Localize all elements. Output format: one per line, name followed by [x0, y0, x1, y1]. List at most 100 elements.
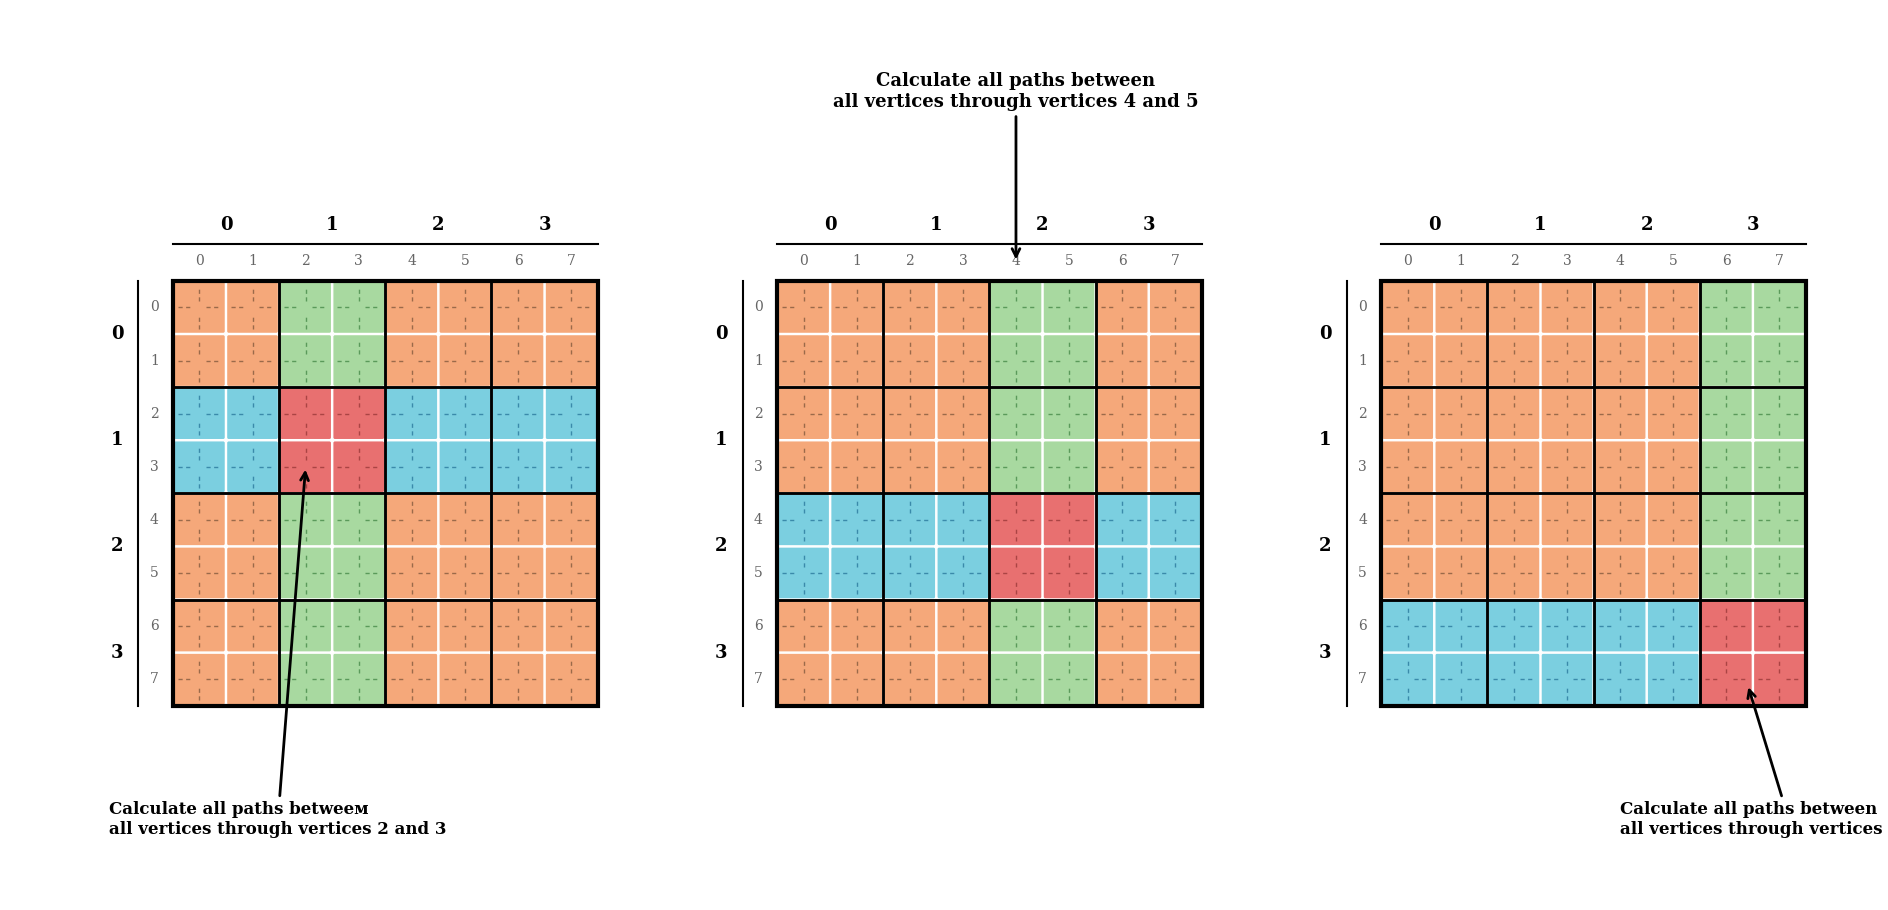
FancyBboxPatch shape [546, 440, 597, 493]
FancyBboxPatch shape [1593, 494, 1646, 546]
FancyBboxPatch shape [1541, 388, 1593, 440]
Bar [491, 387, 598, 493]
Text: 0: 0 [219, 217, 232, 234]
FancyBboxPatch shape [778, 281, 829, 333]
Text: 2: 2 [1320, 538, 1331, 555]
Bar [1382, 281, 1807, 705]
Text: 5: 5 [1357, 566, 1367, 580]
FancyBboxPatch shape [1150, 653, 1201, 705]
FancyBboxPatch shape [936, 281, 989, 333]
Text: 4: 4 [1012, 254, 1020, 268]
FancyBboxPatch shape [174, 494, 225, 546]
FancyBboxPatch shape [1593, 440, 1646, 493]
Text: 7: 7 [1171, 254, 1180, 268]
FancyBboxPatch shape [1593, 281, 1646, 333]
Bar [174, 600, 279, 705]
FancyBboxPatch shape [279, 440, 332, 493]
Text: 5: 5 [1065, 254, 1074, 268]
FancyBboxPatch shape [279, 388, 332, 440]
FancyBboxPatch shape [989, 600, 1042, 652]
FancyBboxPatch shape [1488, 547, 1541, 599]
FancyBboxPatch shape [1435, 335, 1488, 387]
Text: 4: 4 [1616, 254, 1624, 268]
FancyBboxPatch shape [1097, 388, 1148, 440]
Text: 2: 2 [1357, 407, 1367, 420]
Bar [1699, 600, 1807, 705]
FancyBboxPatch shape [1701, 600, 1752, 652]
FancyBboxPatch shape [1541, 281, 1593, 333]
FancyBboxPatch shape [1150, 600, 1201, 652]
FancyBboxPatch shape [1150, 281, 1201, 333]
Text: 3: 3 [355, 254, 362, 268]
FancyBboxPatch shape [1435, 440, 1488, 493]
Text: 2: 2 [1641, 217, 1652, 234]
FancyBboxPatch shape [884, 653, 936, 705]
Bar [884, 387, 989, 493]
Text: 1: 1 [753, 354, 763, 368]
Text: 1: 1 [931, 217, 942, 234]
FancyBboxPatch shape [493, 653, 544, 705]
Text: 1: 1 [716, 431, 727, 450]
Text: 2: 2 [753, 407, 763, 420]
FancyBboxPatch shape [989, 281, 1042, 333]
FancyBboxPatch shape [332, 388, 385, 440]
FancyBboxPatch shape [884, 335, 936, 387]
FancyBboxPatch shape [1593, 547, 1646, 599]
FancyBboxPatch shape [279, 547, 332, 599]
Bar [884, 600, 989, 705]
FancyBboxPatch shape [1042, 653, 1095, 705]
Text: 2: 2 [906, 254, 914, 268]
FancyBboxPatch shape [1541, 600, 1593, 652]
FancyBboxPatch shape [1435, 653, 1488, 705]
FancyBboxPatch shape [1754, 547, 1805, 599]
FancyBboxPatch shape [778, 653, 829, 705]
FancyBboxPatch shape [831, 547, 884, 599]
Text: 0: 0 [149, 300, 159, 315]
FancyBboxPatch shape [1382, 388, 1433, 440]
Bar [174, 387, 279, 493]
FancyBboxPatch shape [778, 440, 829, 493]
FancyBboxPatch shape [1646, 281, 1699, 333]
Text: 1: 1 [111, 431, 123, 450]
Text: 7: 7 [1357, 672, 1367, 686]
FancyBboxPatch shape [936, 547, 989, 599]
FancyBboxPatch shape [438, 440, 491, 493]
FancyBboxPatch shape [279, 494, 332, 546]
FancyBboxPatch shape [1593, 600, 1646, 652]
Bar [778, 281, 884, 387]
Bar [1488, 493, 1593, 600]
Text: 3: 3 [149, 460, 159, 474]
FancyBboxPatch shape [385, 653, 438, 705]
FancyBboxPatch shape [174, 335, 225, 387]
FancyBboxPatch shape [385, 440, 438, 493]
Bar [491, 493, 598, 600]
FancyBboxPatch shape [546, 547, 597, 599]
FancyBboxPatch shape [279, 653, 332, 705]
FancyBboxPatch shape [936, 440, 989, 493]
Text: 0: 0 [799, 254, 808, 268]
FancyBboxPatch shape [1435, 547, 1488, 599]
FancyBboxPatch shape [1488, 335, 1541, 387]
FancyBboxPatch shape [1646, 494, 1699, 546]
FancyBboxPatch shape [1754, 281, 1805, 333]
FancyBboxPatch shape [778, 600, 829, 652]
Text: 7: 7 [566, 254, 576, 268]
Text: 0: 0 [194, 254, 204, 268]
FancyBboxPatch shape [1042, 335, 1095, 387]
FancyBboxPatch shape [1042, 281, 1095, 333]
FancyBboxPatch shape [1097, 494, 1148, 546]
FancyBboxPatch shape [385, 281, 438, 333]
FancyBboxPatch shape [1646, 653, 1699, 705]
FancyBboxPatch shape [174, 388, 225, 440]
Text: 6: 6 [514, 254, 523, 268]
FancyBboxPatch shape [227, 547, 279, 599]
FancyBboxPatch shape [778, 388, 829, 440]
FancyBboxPatch shape [1541, 547, 1593, 599]
FancyBboxPatch shape [1382, 653, 1433, 705]
Text: 6: 6 [149, 619, 159, 633]
Text: 0: 0 [823, 217, 836, 234]
Text: 4: 4 [149, 513, 159, 527]
Bar [385, 387, 491, 493]
FancyBboxPatch shape [1042, 600, 1095, 652]
FancyBboxPatch shape [332, 440, 385, 493]
